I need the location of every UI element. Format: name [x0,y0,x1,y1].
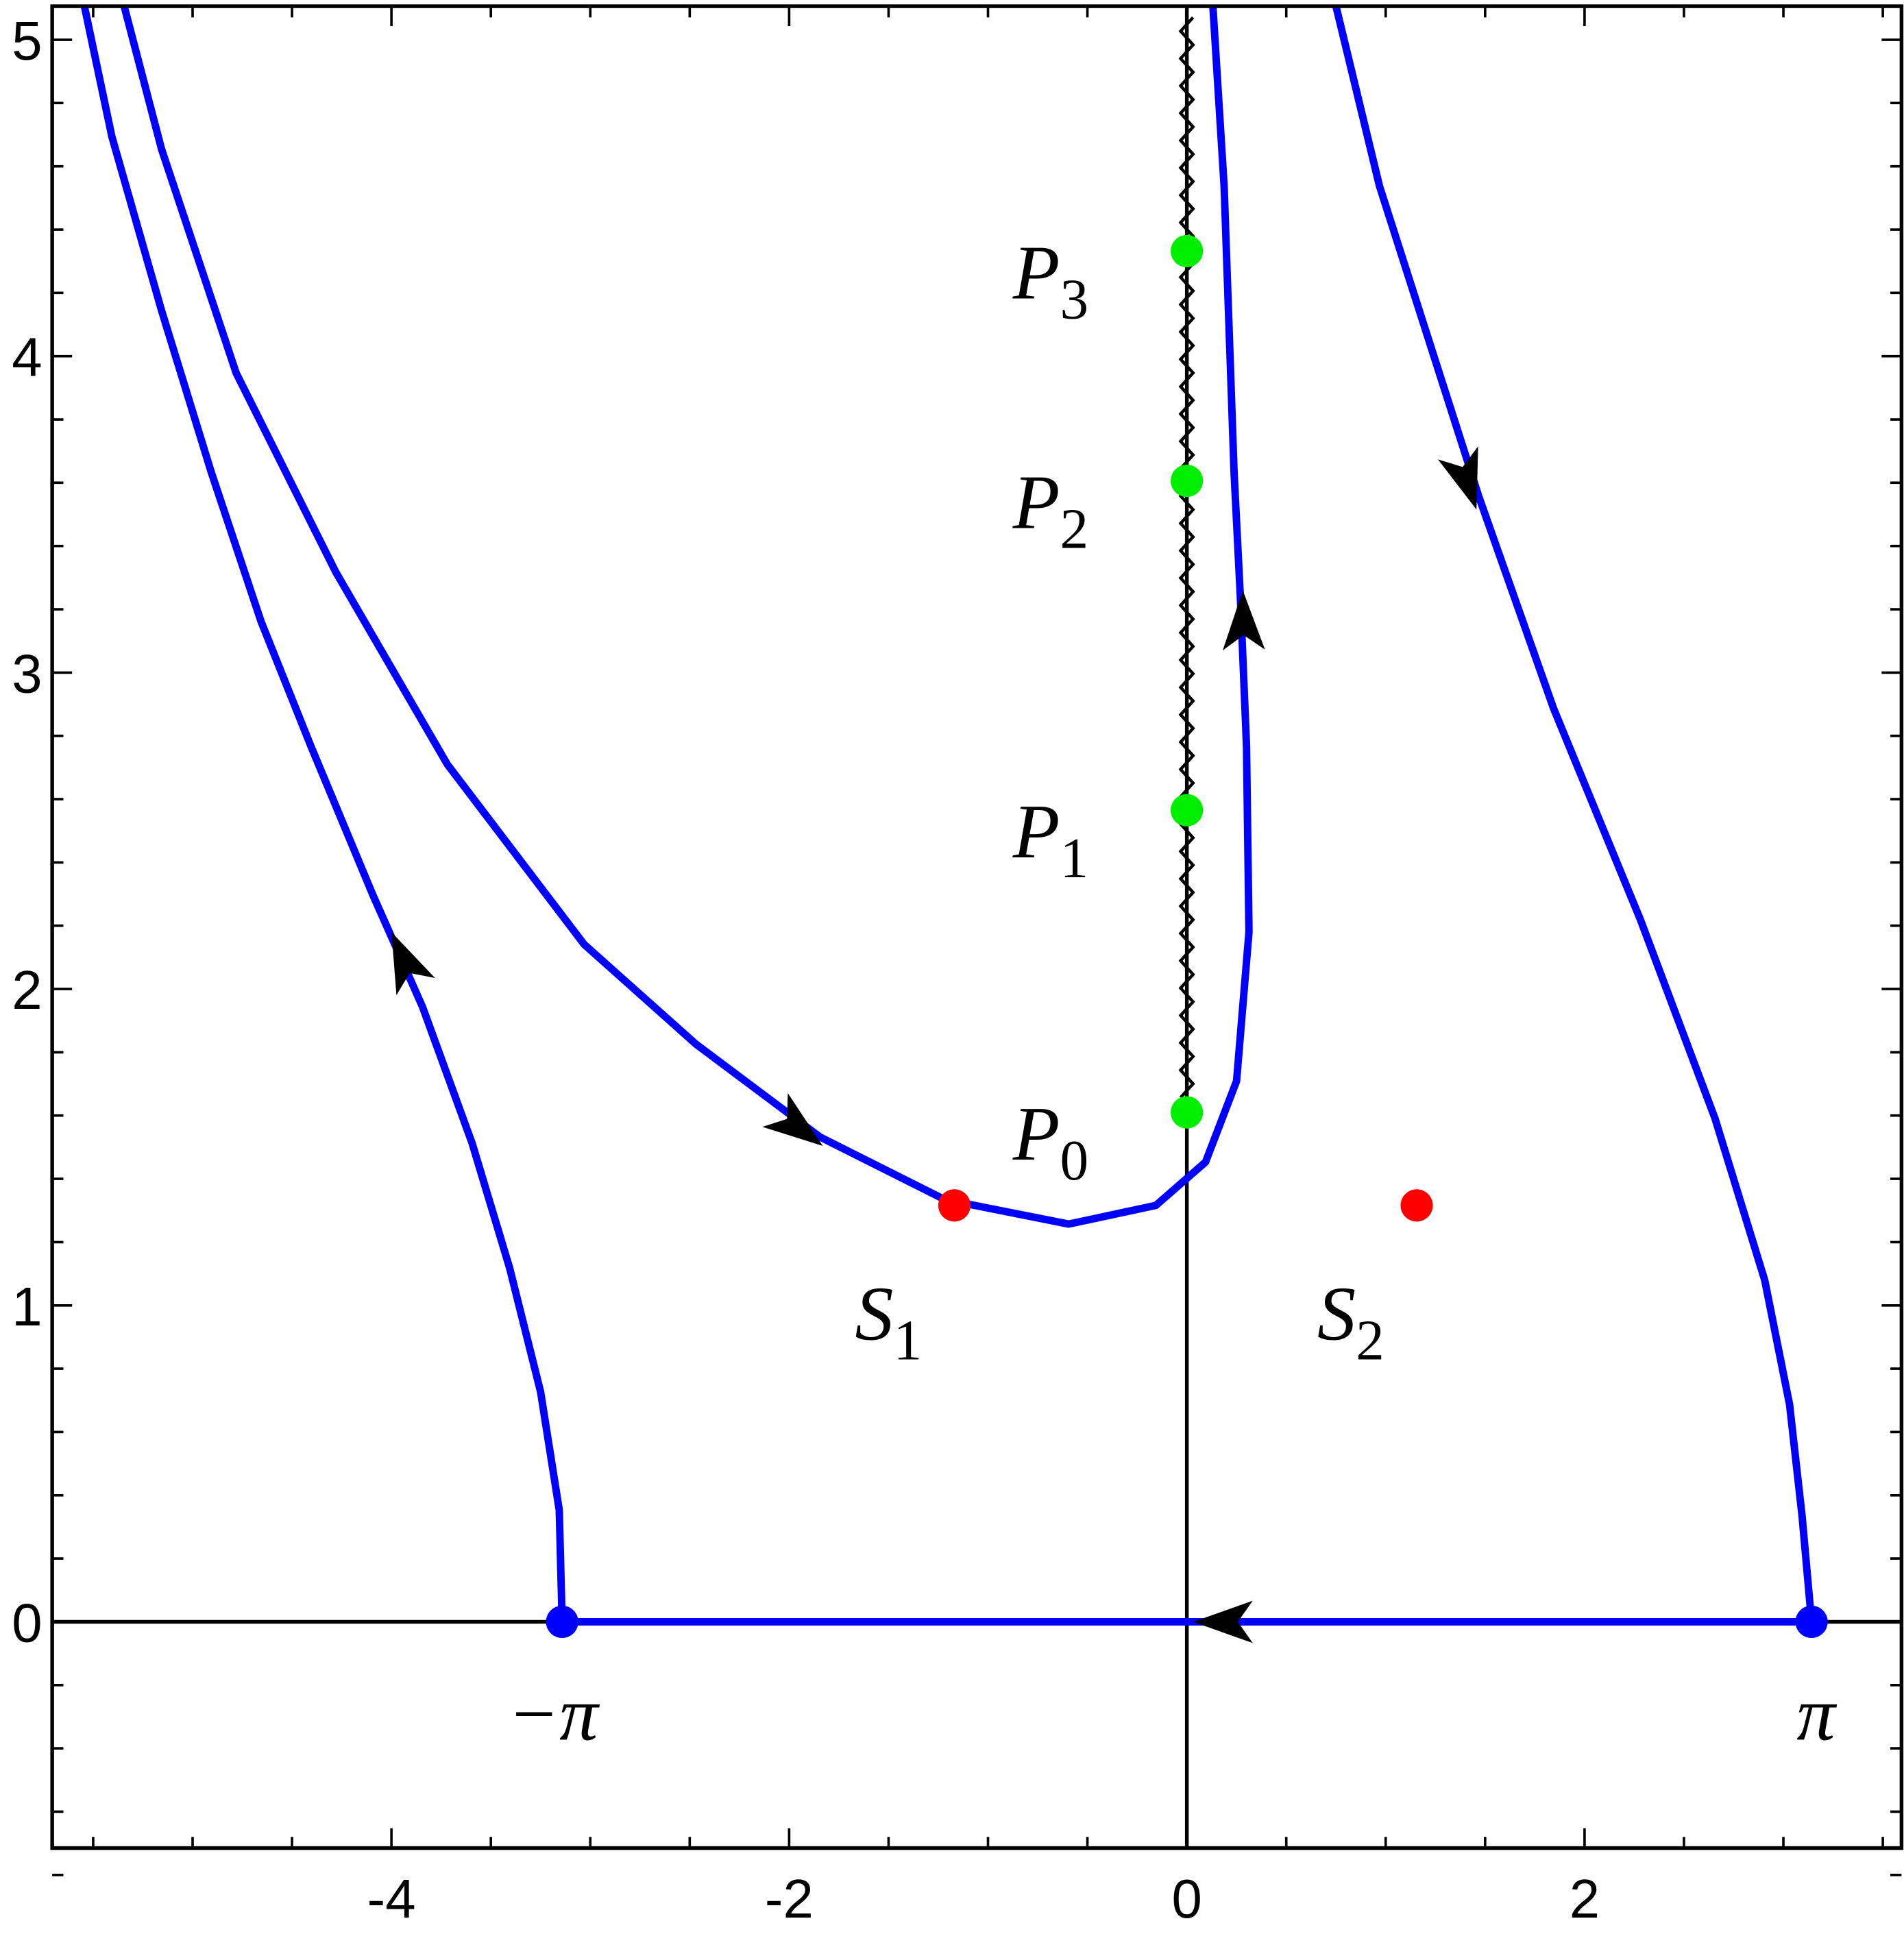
y-tick-label: 4 [12,327,42,388]
label-subscript: 2 [1060,498,1088,561]
label-text: −π [507,1672,600,1757]
label-text: P [1012,230,1060,315]
point [546,1605,578,1639]
point [1795,1605,1828,1639]
curve [120,5,1253,1228]
label-subscript: 3 [1060,268,1088,331]
curve [1332,5,1816,1622]
label-subscript: 1 [1060,827,1088,890]
label-text: P [1012,461,1060,546]
y-tick-label: 5 [12,10,42,71]
point-label: P0 [1012,1092,1088,1192]
point [1171,234,1204,267]
label-subscript: 2 [1356,1310,1384,1373]
point [1171,794,1204,827]
plot-frame [50,4,1904,1850]
label-subscript: 0 [1060,1129,1088,1192]
point-label: π [1796,1672,1837,1757]
point [1171,1096,1204,1129]
arrow [1193,1600,1253,1643]
curve [80,5,566,1622]
arrow [762,1092,823,1146]
point-label: S2 [1317,1272,1384,1373]
x-tick-label: -2 [765,1868,814,1929]
arrow [391,932,435,996]
point-label: P3 [1012,230,1088,331]
y-tick-label: 2 [12,959,42,1020]
point-label: S1 [855,1272,922,1373]
y-tick-label: 0 [12,1592,42,1653]
point [938,1189,971,1222]
point-label: P2 [1012,461,1088,561]
x-tick-label: -4 [367,1868,416,1929]
label-text: P [1012,790,1060,874]
arrow [1438,446,1478,510]
direction-arrows [391,446,1478,1643]
x-tick-label: 2 [1570,1868,1600,1929]
point-label: P1 [1012,790,1088,890]
label-text: π [1796,1672,1837,1757]
label-text: P [1012,1092,1060,1177]
y-tick-label: 1 [12,1276,42,1337]
point [1400,1189,1433,1222]
arrow [1223,590,1265,650]
x-tick-label: 0 [1171,1868,1201,1929]
branch-cut [1178,16,1195,1099]
label-text: S [855,1272,893,1357]
point-label: −π [507,1672,600,1757]
label-subscript: 1 [894,1310,923,1373]
point [1171,465,1204,498]
y-tick-label: 3 [12,643,42,704]
label-text: S [1317,1272,1356,1357]
